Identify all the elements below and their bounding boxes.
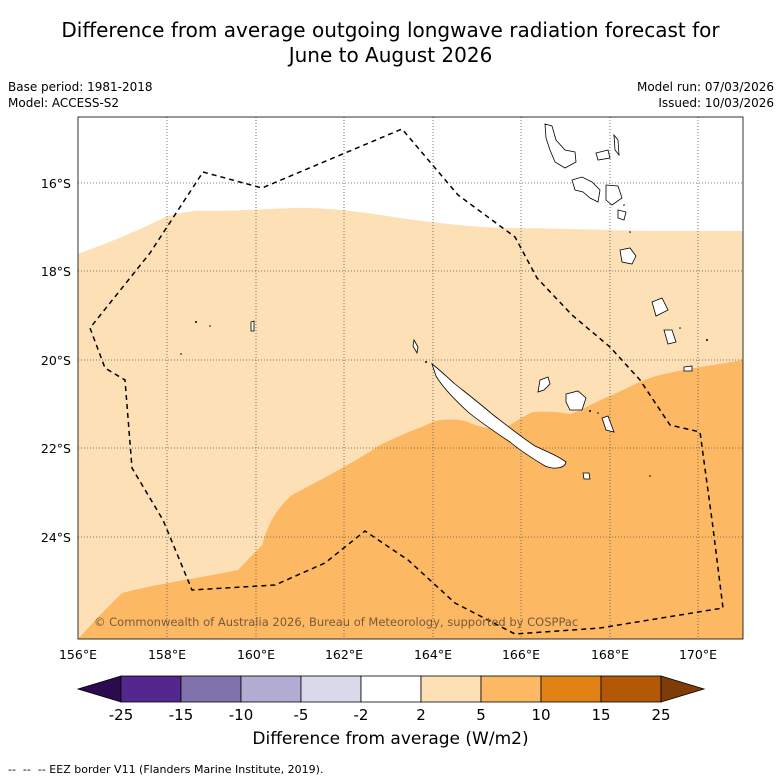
colorbar-tick: 15 xyxy=(591,706,610,724)
lon-label: 170°E xyxy=(679,647,717,662)
vanuatu-maewo xyxy=(613,133,620,157)
colorbar-segment xyxy=(120,675,182,703)
loyalty-mare xyxy=(601,415,615,433)
eez-border xyxy=(89,128,724,635)
lat-label: 24°S xyxy=(41,530,71,545)
longitude-labels: 156°E 158°E 160°E 162°E 164°E 166°E 168°E 170°E xyxy=(59,647,717,662)
chesterfield-islet xyxy=(250,320,255,332)
belep-islands xyxy=(412,338,419,355)
colorbar-tick: 5 xyxy=(476,706,486,724)
vanuatu-efate xyxy=(619,247,637,265)
vanuatu-aneityum xyxy=(683,365,693,372)
plot-frame xyxy=(77,116,744,640)
lat-label: 18°S xyxy=(41,264,71,279)
colorbar-segment xyxy=(600,675,662,703)
colorbar-tick: -25 xyxy=(109,706,134,724)
title-line-1: Difference from average outgoing longwav… xyxy=(61,18,720,42)
meta-left: Base period: 1981-2018 Model: ACCESS-S2 xyxy=(8,79,153,111)
lon-label: 156°E xyxy=(59,647,97,662)
latitude-labels: 16°S 18°S 20°S 22°S 24°S xyxy=(41,176,71,545)
colorbar-tick: 10 xyxy=(531,706,550,724)
walpole-island xyxy=(582,472,591,480)
colorbar-tick: 25 xyxy=(651,706,670,724)
vanuatu-tanna xyxy=(663,329,677,345)
colorbar-tick: 2 xyxy=(416,706,426,724)
colorbar-tick: -15 xyxy=(169,706,194,724)
map-title: Difference from average outgoing longwav… xyxy=(0,18,781,68)
lon-label: 166°E xyxy=(502,647,540,662)
lon-label: 168°E xyxy=(591,647,629,662)
band-5-to-10 xyxy=(78,360,743,639)
coastlines xyxy=(180,123,708,480)
colorbar-segment xyxy=(180,675,242,703)
vanuatu-erromango xyxy=(651,297,669,317)
lon-label: 160°E xyxy=(237,647,275,662)
colorbar-segment xyxy=(420,675,482,703)
grid-lines xyxy=(78,117,743,639)
colorbar-extend-high xyxy=(660,675,706,703)
colorbar-segment xyxy=(540,675,602,703)
eez-footnote: -- -- -- EEZ border V11 (Flanders Marine… xyxy=(8,763,324,776)
lon-label: 164°E xyxy=(414,647,452,662)
issued-date: Issued: 10/03/2026 xyxy=(658,96,774,110)
colorbar-title: Difference from average (W/m2) xyxy=(252,729,529,749)
map-plot-area xyxy=(78,117,743,639)
colorbar-tick: -2 xyxy=(354,706,369,724)
colorbar xyxy=(76,675,706,703)
new-caledonia-main-island xyxy=(431,362,567,469)
small-islets xyxy=(180,204,708,477)
base-period: Base period: 1981-2018 xyxy=(8,80,153,94)
colorbar-segment xyxy=(300,675,362,703)
vanuatu-pentecost xyxy=(605,184,623,206)
colorbar-extend-low xyxy=(76,675,122,703)
colorbar-tick: -5 xyxy=(294,706,309,724)
title-line-2: June to August 2026 xyxy=(288,43,493,67)
colorbar-segment xyxy=(240,675,302,703)
lat-label: 20°S xyxy=(41,353,71,368)
vanuatu-ambae xyxy=(595,149,611,161)
colorbar-segment xyxy=(480,675,542,703)
vanuatu-malakula xyxy=(571,176,601,203)
loyalty-ouvea xyxy=(537,376,551,393)
lat-label: 16°S xyxy=(41,176,71,191)
colorbar-tick-labels: -25 -15 -10 -5 -2 2 5 10 15 25 xyxy=(109,706,671,724)
lon-label: 162°E xyxy=(325,647,363,662)
colorbar-segment xyxy=(360,675,422,703)
lat-label: 22°S xyxy=(41,441,71,456)
loyalty-lifou xyxy=(565,390,587,411)
model-name: Model: ACCESS-S2 xyxy=(8,96,120,110)
lon-label: 158°E xyxy=(148,647,186,662)
copyright-notice: © Commonwealth of Australia 2026, Bureau… xyxy=(94,615,578,629)
vanuatu-espiritu-santo xyxy=(544,123,577,169)
model-run: Model run: 07/03/2026 xyxy=(636,80,774,94)
colorbar-tick: -10 xyxy=(229,706,254,724)
vanuatu-epi xyxy=(617,209,627,221)
meta-right: Model run: 07/03/2026 Issued: 10/03/2026 xyxy=(637,79,774,111)
